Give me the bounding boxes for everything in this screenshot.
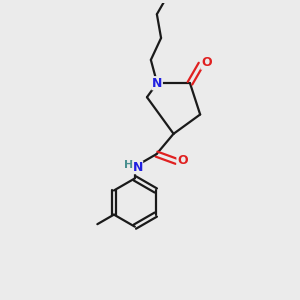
Text: H: H bbox=[124, 160, 133, 170]
Text: N: N bbox=[133, 161, 143, 174]
Text: N: N bbox=[152, 77, 162, 90]
Text: O: O bbox=[201, 56, 212, 69]
Text: O: O bbox=[177, 154, 188, 167]
